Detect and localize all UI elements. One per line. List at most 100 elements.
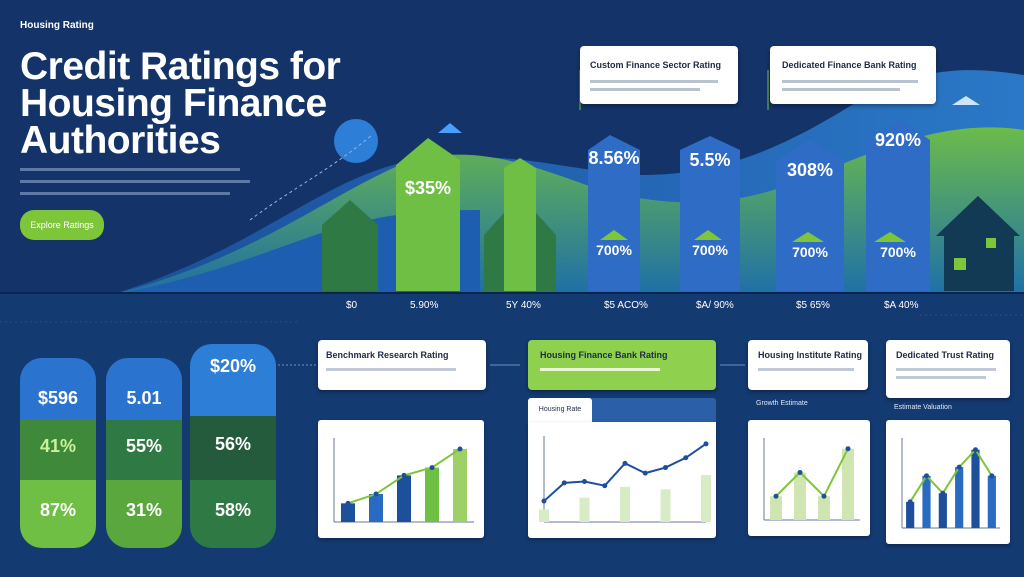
bar-3	[818, 496, 830, 520]
title-line-3: Authorities	[20, 119, 221, 162]
mountain-mid-1: 700%	[596, 242, 632, 258]
mountain-value-1: $35%	[404, 178, 452, 198]
trend-point-3	[940, 490, 946, 496]
pill-3-top: $20%	[209, 356, 257, 376]
top-card-1: Custom Finance Sector Rating	[580, 46, 738, 104]
chart-2-tabbar: Housing Rate	[528, 398, 716, 422]
bar-4	[955, 467, 964, 528]
chart-4	[886, 420, 1010, 544]
axis-value-6: $5 65%	[796, 300, 830, 311]
axis-value-1: $0	[346, 300, 358, 311]
trend-point-2	[797, 469, 803, 475]
chart-card-1-title: Benchmark Research Rating	[326, 350, 449, 360]
trend-line	[909, 448, 993, 503]
chart-card-4-title: Dedicated Trust Rating	[896, 350, 995, 360]
mountain-mid-2: 700%	[692, 242, 728, 258]
trend-point-2	[373, 491, 379, 497]
trend-point-3	[401, 472, 407, 478]
value-axis: $0 5.90% 5Y 40% $5 ACO% $A/ 90% $5 65% $…	[0, 298, 1024, 318]
mountain-mid-4: 700%	[880, 244, 916, 260]
bar-4	[425, 467, 439, 522]
bar-5	[971, 449, 980, 528]
page-title: Credit Ratings for Housing Finance Autho…	[20, 47, 380, 162]
chart-3-subtitle: Growth Estimate	[756, 400, 808, 407]
mountain-value-5: 920%	[874, 130, 922, 150]
pill-3-bot: 58%	[214, 500, 252, 520]
trend-point-5	[973, 447, 978, 453]
rating-pill-3: $20% 56% 58%	[190, 344, 276, 548]
bar-1	[770, 496, 782, 520]
series-point-1	[541, 498, 547, 504]
pill-1-bot: 87%	[39, 500, 77, 520]
trend-point-1	[907, 499, 913, 505]
mountain-value-4: 308%	[786, 160, 834, 180]
trend-point-1	[773, 493, 779, 499]
trend-point-6	[989, 473, 995, 479]
bg-bar-5	[620, 486, 630, 522]
series-point-4	[602, 483, 608, 489]
bar-3	[397, 475, 411, 522]
series-point-7	[663, 465, 668, 471]
chart-2-svg	[539, 436, 711, 523]
explore-button[interactable]: Explore Ratings	[20, 210, 104, 240]
series-point-8	[683, 455, 689, 461]
series-point-9	[703, 441, 709, 447]
series-point-5	[622, 460, 628, 466]
top-card-2: Dedicated Finance Bank Rating	[770, 46, 936, 104]
chart-3	[748, 420, 870, 536]
chart-1	[318, 420, 484, 538]
mountain-mid-3: 700%	[792, 244, 828, 260]
axis-value-5: $A/ 90%	[696, 300, 734, 311]
header-tag: Housing Rating	[20, 20, 94, 31]
pill-1-mid: 41%	[39, 436, 77, 456]
bg-bar-1	[539, 509, 549, 522]
chart-4-subtitle: Estimate Valuation	[894, 404, 952, 411]
pill-1-top: $596	[37, 388, 79, 408]
series-point-2	[561, 480, 567, 486]
mountain-value-2: 8.56%	[588, 148, 640, 168]
chart-2	[528, 422, 716, 538]
chart-card-3-header: Housing Institute Rating	[748, 340, 868, 390]
chart-1-svg	[333, 438, 474, 523]
bar-6	[987, 475, 996, 528]
chart-4-svg	[901, 438, 1000, 529]
axis-value-3: 5Y 40%	[506, 300, 541, 311]
trend-point-5	[457, 446, 463, 452]
axis-value-7: $A 40%	[884, 300, 919, 311]
trend-point-1	[345, 500, 351, 506]
pill-2-bot: 31%	[125, 500, 163, 520]
chart-card-4-header: Dedicated Trust Rating	[886, 340, 1010, 398]
bar-1	[341, 503, 355, 522]
bar-2	[922, 475, 931, 528]
intro-placeholder	[20, 168, 250, 195]
bar-3	[938, 493, 947, 528]
bar-5	[453, 448, 467, 522]
trend-point-2	[924, 473, 929, 479]
top-card-2-title: Dedicated Finance Bank Rating	[782, 60, 917, 70]
pill-2-top: 5.01	[126, 388, 162, 408]
trend-point-4	[429, 465, 435, 471]
trend-point-4	[956, 464, 962, 470]
top-card-1-title: Custom Finance Sector Rating	[590, 60, 722, 70]
trend-point-3	[821, 493, 827, 499]
mountain-value-3: 5.5%	[689, 150, 731, 170]
bg-bar-7	[660, 489, 671, 522]
title-line-2: Housing Finance	[20, 82, 327, 125]
chart-card-3-title: Housing Institute Rating	[758, 350, 862, 360]
chart-2-tab[interactable]: Housing Rate	[528, 398, 592, 422]
pill-3-mid: 56%	[214, 434, 252, 454]
bar-2	[369, 494, 383, 522]
pill-2-mid: 55%	[125, 436, 163, 456]
chart-card-2-header: Housing Finance Bank Rating	[528, 340, 716, 390]
axis-value-2: 5.90%	[410, 300, 439, 311]
series-point-3	[582, 479, 587, 485]
rating-pill-2: 5.01 55% 31%	[106, 358, 182, 548]
bg-bar-9	[701, 475, 711, 522]
chart-3-svg	[763, 438, 860, 521]
trend-line	[775, 448, 849, 498]
chart-card-2-title: Housing Finance Bank Rating	[540, 350, 668, 360]
axis-value-4: $5 ACO%	[604, 300, 648, 311]
bar-4	[842, 448, 854, 520]
chart-card-1-header: Benchmark Research Rating	[318, 340, 486, 390]
rating-pill-1: $596 41% 87%	[20, 358, 96, 548]
